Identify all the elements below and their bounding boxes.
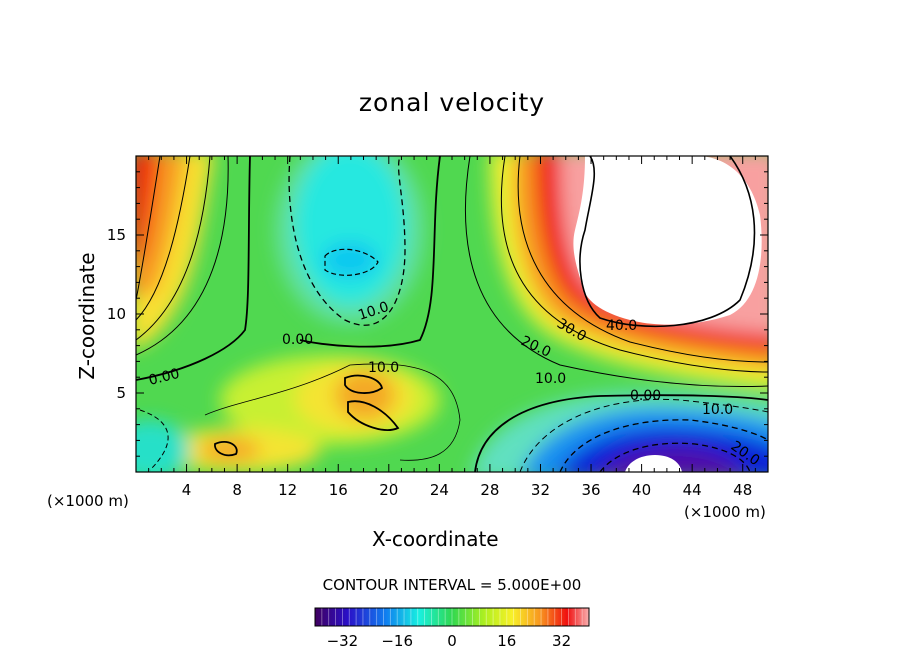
x-tick-label: 28 [480, 481, 499, 499]
max-region [573, 156, 762, 325]
contour-label: 0.00 [147, 366, 181, 389]
x-tick-label: 24 [430, 481, 449, 499]
y-tick-label: 10 [107, 305, 126, 323]
colorbar-tick-label: 0 [447, 632, 457, 650]
contour-lines [136, 156, 768, 472]
y-axis-label: Z-coordinate [75, 252, 99, 380]
x-axis-label: X-coordinate [372, 527, 499, 551]
colorbar-gradient [315, 608, 589, 626]
contour-interval-text: CONTOUR INTERVAL = 5.000E+00 [322, 576, 582, 594]
y-tick-label: 5 [116, 384, 126, 402]
contour-label: 10.0 [535, 371, 566, 387]
colorbar-tick-label: 16 [497, 632, 516, 650]
x-tick-label: 20 [379, 481, 398, 499]
y-axis: 5 10 15 [107, 171, 768, 457]
colorbar-frame [314, 607, 590, 627]
colorbar-tick-label: 32 [552, 632, 571, 650]
x-tick-label: 36 [581, 481, 600, 499]
x-tick-label: 4 [182, 481, 192, 499]
contour-label: 10.0 [702, 402, 733, 418]
x-tick-label: 40 [632, 481, 651, 499]
contour-label: 0.00 [282, 332, 313, 348]
colorbar: −32 −16 0 16 32 [314, 607, 590, 650]
contour-label: 10.0 [368, 360, 399, 376]
filled-contours [136, 156, 768, 472]
x-tick-label: 12 [278, 481, 297, 499]
colorbar-tick-label: −16 [381, 632, 413, 650]
contour-label: 40.0 [606, 318, 637, 334]
min-region [625, 455, 682, 472]
colorbar-tick-label: −32 [327, 632, 359, 650]
x-tick-label: 8 [232, 481, 242, 499]
chart-title: zonal velocity [358, 88, 546, 117]
x-unit-label-left: (×1000 m) [47, 492, 129, 510]
x-unit-label-right: (×1000 m) [684, 503, 766, 521]
contour-label: 0.00 [630, 388, 661, 404]
x-tick-label: 44 [683, 481, 702, 499]
x-tick-label: 32 [531, 481, 550, 499]
x-axis: 4 8 12 16 20 24 28 32 36 40 44 48 [148, 156, 756, 499]
x-tick-label: 16 [329, 481, 348, 499]
y-tick-label: 15 [107, 226, 126, 244]
x-tick-label: 48 [733, 481, 752, 499]
